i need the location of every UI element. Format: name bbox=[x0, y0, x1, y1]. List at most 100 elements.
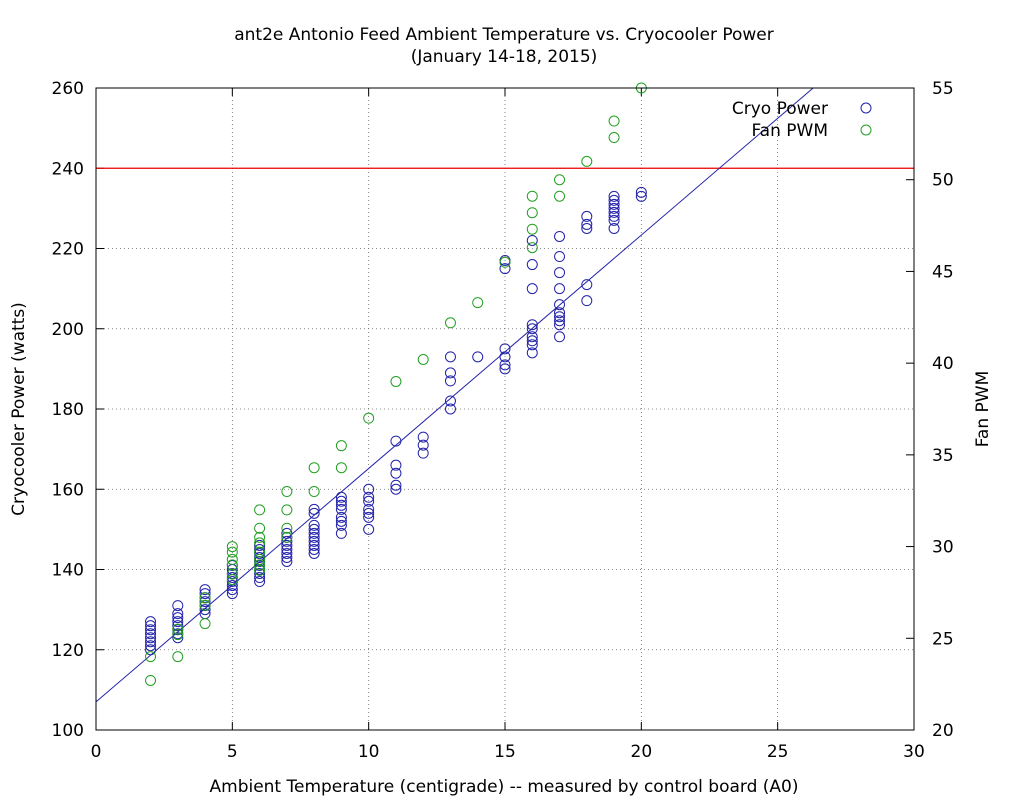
cryo-power-point bbox=[308, 535, 320, 547]
cryo-power-point bbox=[335, 519, 347, 531]
cryo-power-point bbox=[172, 616, 184, 628]
cryo-power-point bbox=[554, 230, 566, 242]
y-tick-label: 140 bbox=[52, 561, 84, 581]
cryo-power-point bbox=[281, 539, 293, 551]
cryo-power-point bbox=[608, 198, 620, 210]
fan-pwm-point bbox=[254, 504, 266, 516]
cryo-power-point bbox=[635, 190, 647, 202]
fan-pwm-point bbox=[581, 155, 593, 167]
y2-axis-ticks: 20 25 30 35 40 45 50 55 bbox=[906, 79, 954, 741]
cryo-power-point bbox=[172, 600, 184, 612]
x-axis-ticks: 0 5 10 15 20 25 30 bbox=[91, 88, 925, 762]
legend-marker-cryo bbox=[860, 102, 872, 114]
fan-pwm-point bbox=[172, 651, 184, 663]
cryo-power-point bbox=[444, 395, 456, 407]
cryo-power-point bbox=[444, 375, 456, 387]
fan-pwm-point bbox=[608, 115, 620, 127]
fan-pwm-point bbox=[526, 242, 538, 254]
fan-pwm-point bbox=[281, 504, 293, 516]
y-tick-label: 260 bbox=[52, 79, 84, 99]
fan-pwm-point bbox=[254, 553, 266, 565]
cryo-power-point bbox=[254, 568, 266, 580]
cryo-power-point bbox=[499, 343, 511, 355]
fan-pwm-point bbox=[281, 522, 293, 534]
cryo-power-point bbox=[308, 527, 320, 539]
cryo-power-point bbox=[608, 214, 620, 226]
cryo-power-point bbox=[172, 612, 184, 624]
cryo-power-point bbox=[554, 311, 566, 323]
y-tick-label: 160 bbox=[52, 480, 84, 500]
cryo-power-point bbox=[608, 210, 620, 222]
fan-pwm-point bbox=[608, 132, 620, 144]
cryo-power-point bbox=[145, 616, 157, 628]
cryo-power-point bbox=[390, 435, 402, 447]
cryo-power-point bbox=[145, 628, 157, 640]
fan-pwm-point bbox=[281, 531, 293, 543]
cryo-power-point bbox=[145, 624, 157, 636]
y2-tick-label: 45 bbox=[932, 262, 954, 282]
cryo-power-point bbox=[499, 263, 511, 275]
cryo-power-point bbox=[608, 222, 620, 234]
cryo-power-point bbox=[335, 511, 347, 523]
cryo-power-point bbox=[472, 351, 484, 363]
fan-pwm-point bbox=[145, 651, 157, 663]
x-tick-label: 0 bbox=[91, 742, 102, 762]
fan-pwm-point bbox=[335, 462, 347, 474]
cryo-power-point bbox=[145, 636, 157, 648]
y-tick-label: 120 bbox=[52, 641, 84, 661]
cryo-power-point bbox=[499, 351, 511, 363]
cryo-power-point bbox=[226, 580, 238, 592]
fan-pwm-point bbox=[145, 674, 157, 686]
cryo-power-point bbox=[417, 431, 429, 443]
cryo-power-point bbox=[499, 363, 511, 375]
cryo-power-point bbox=[335, 515, 347, 527]
fan-pwm-point bbox=[199, 618, 211, 630]
fan-pwm-point bbox=[281, 486, 293, 498]
x-tick-label: 5 bbox=[227, 742, 238, 762]
cryo-power-point bbox=[281, 527, 293, 539]
cryo-power-point bbox=[145, 632, 157, 644]
y-tick-label: 180 bbox=[52, 400, 84, 420]
x-tick-label: 30 bbox=[903, 742, 925, 762]
legend-label-fan: Fan PWM bbox=[751, 121, 828, 141]
cryo-power-point bbox=[526, 331, 538, 343]
cryo-power-point bbox=[363, 507, 375, 519]
cryo-power-point bbox=[417, 439, 429, 451]
y2-tick-label: 50 bbox=[932, 171, 954, 191]
y-tick-label: 100 bbox=[52, 721, 84, 741]
cryo-power-point bbox=[145, 620, 157, 632]
cryo-power-point bbox=[281, 551, 293, 563]
cryo-power-point bbox=[308, 543, 320, 555]
cryo-power-point bbox=[308, 547, 320, 559]
legend: Cryo Power Fan PWM bbox=[732, 99, 872, 141]
fan-pwm-point bbox=[472, 297, 484, 309]
cryo-power-point bbox=[417, 447, 429, 459]
cryo-power-point bbox=[526, 234, 538, 246]
cryo-power-point bbox=[335, 527, 347, 539]
cryo-power-point bbox=[281, 555, 293, 567]
cryo-power-point bbox=[581, 210, 593, 222]
cryo-power-point bbox=[308, 519, 320, 531]
cryo-power-point bbox=[554, 307, 566, 319]
cryo-power-point bbox=[363, 495, 375, 507]
cryo-power-point bbox=[335, 491, 347, 503]
cryo-power-point bbox=[581, 295, 593, 307]
cryo-power-point bbox=[254, 576, 266, 588]
cryo-power-point bbox=[526, 339, 538, 351]
cryo-power-point bbox=[335, 499, 347, 511]
fan-pwm-point bbox=[526, 223, 538, 235]
y-axis-ticks: 100 120 140 160 180 200 220 240 260 bbox=[52, 79, 104, 741]
fan-pwm-point bbox=[199, 599, 211, 611]
cryo-power-point bbox=[335, 495, 347, 507]
x-axis-label: Ambient Temperature (centigrade) -- meas… bbox=[210, 777, 799, 797]
cryo-power-point bbox=[172, 632, 184, 644]
cryo-power-point bbox=[608, 194, 620, 206]
cryo-power-point bbox=[526, 319, 538, 331]
plot-border bbox=[95, 87, 915, 731]
fan-pwm-point bbox=[390, 375, 402, 387]
cryo-power-point bbox=[444, 367, 456, 379]
fan-pwm-point bbox=[226, 541, 238, 553]
y2-tick-label: 40 bbox=[932, 354, 954, 374]
legend-label-cryo: Cryo Power bbox=[732, 99, 828, 119]
fan-pwm-point bbox=[254, 546, 266, 558]
